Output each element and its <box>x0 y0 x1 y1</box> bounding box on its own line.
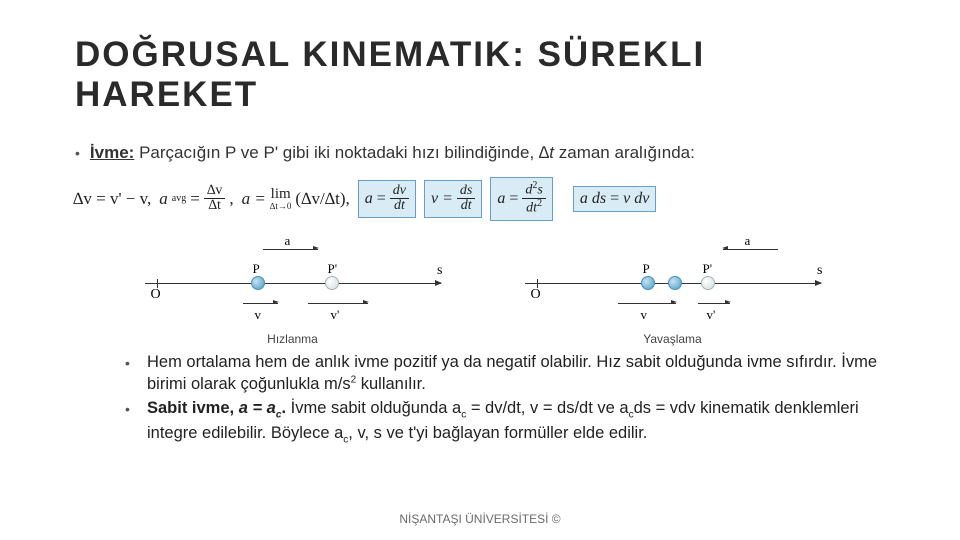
bullet-icon: • <box>75 145 80 161</box>
formula-box-3: a= d2s dt2 <box>490 177 552 221</box>
lower-bullets: • Hem ortalama hem de anlık ivme pozitif… <box>125 351 890 447</box>
formula-box-4: a ds=v dv <box>573 186 656 212</box>
footer: NİŞANTAŞI ÜNİVERSİTESİ © <box>0 512 960 526</box>
diagram-row: O s P P' a v v' Hızlanma O s P P' <box>75 231 890 346</box>
formula-delta-v: ∆v = v' − v, <box>73 189 151 209</box>
formula-strip: ∆v = v' − v, aavg = ∆v ∆t , a = lim∆t→0 … <box>73 177 890 221</box>
diagram-acceleration: O s P P' a v v' Hızlanma <box>133 231 453 346</box>
formula-box-1: a= dvdt <box>358 180 416 218</box>
page-title: DOĞRUSAL KINEMATIK: SÜREKLI HAREKET <box>75 35 890 115</box>
bullet-item-1: • Hem ortalama hem de anlık ivme pozitif… <box>125 351 890 396</box>
formula-box-2: v = dsdt <box>424 180 482 218</box>
formula-a-avg: aavg = ∆v ∆t , <box>159 184 233 214</box>
diagram-deceleration: O s P P' a v v' Yavaşlama <box>513 231 833 346</box>
caption-acceleration: Hızlanma <box>267 332 318 346</box>
bullet-item-2: • Sabit ivme, a = ac. İvme sabit olduğun… <box>125 397 890 447</box>
formula-limit: a = lim∆t→0 (∆v/∆t), <box>242 187 350 211</box>
intro-text: İvme: Parçacığın P ve P' gibi iki noktad… <box>90 143 695 163</box>
caption-deceleration: Yavaşlama <box>643 332 701 346</box>
intro-bullet: • İvme: Parçacığın P ve P' gibi iki nokt… <box>75 143 890 163</box>
